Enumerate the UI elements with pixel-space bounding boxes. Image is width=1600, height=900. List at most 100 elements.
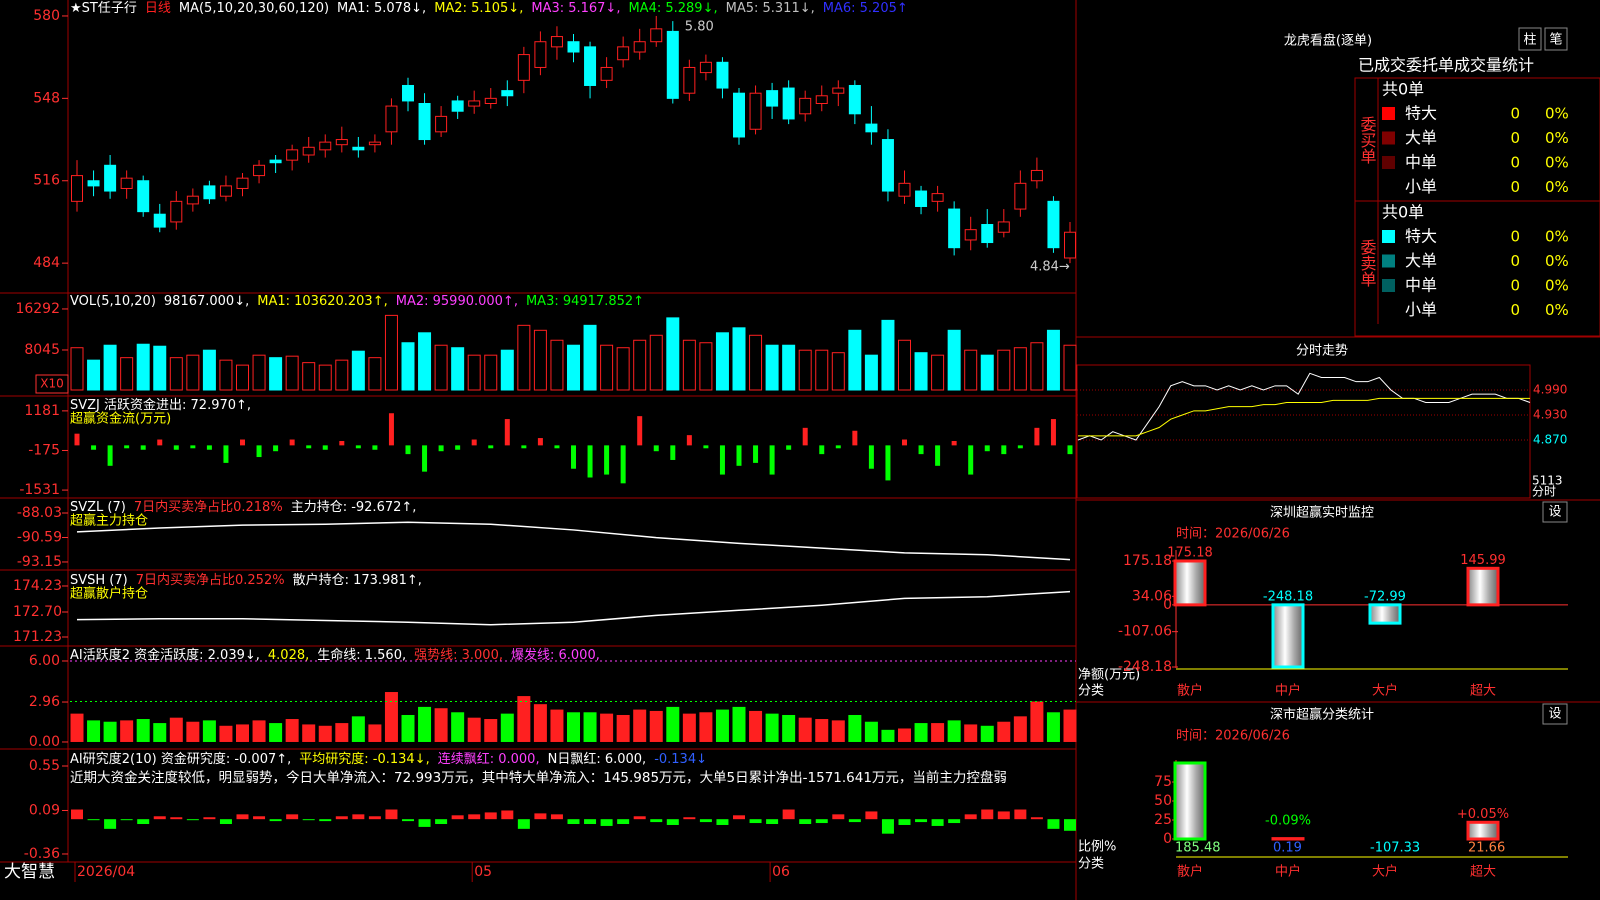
bar [935, 445, 941, 466]
settings-button-label[interactable]: 设 [1548, 505, 1561, 520]
bar [190, 445, 196, 449]
tab-button[interactable] [1518, 27, 1542, 51]
intraday-line [1077, 372, 1531, 441]
volume-bar [285, 355, 299, 391]
header-segment: -0.134↓ [654, 752, 707, 767]
volume-bar [219, 359, 233, 391]
bar [831, 720, 845, 742]
table-frame [1354, 77, 1600, 337]
y-tick-label: 580 [33, 8, 60, 24]
bar [1047, 819, 1060, 829]
bar [517, 696, 531, 742]
bar [769, 445, 775, 475]
volume-bar [533, 329, 547, 391]
candle-body [666, 30, 679, 99]
bar [1013, 716, 1027, 742]
candle-body [170, 200, 183, 223]
header-segment: MA1: 5.078↓, [337, 1, 426, 16]
candle-body [1047, 200, 1060, 249]
x-tick-label: 大户 [1372, 683, 1398, 699]
candle-body [650, 28, 663, 43]
bar [537, 438, 543, 446]
bar [798, 717, 812, 742]
volume-bar [70, 347, 84, 391]
bar [902, 439, 907, 446]
tab-button-label[interactable]: 笔 [1549, 32, 1562, 48]
bar [1173, 559, 1207, 607]
bar [670, 445, 676, 460]
bar [136, 719, 150, 742]
bar [864, 721, 878, 742]
bar [451, 815, 464, 820]
candle-body [501, 90, 514, 97]
volume-bar [136, 343, 150, 391]
candle-body [435, 115, 448, 133]
bar [269, 723, 283, 742]
bar [157, 439, 163, 446]
value-label: -72.99 [1364, 589, 1406, 604]
panel-title: 深市超赢分类统计 [1270, 707, 1374, 723]
bar [318, 725, 332, 742]
panel-header: AI活跃度2 资金活跃度: 2.039↓, 4.028, 生命线: 1.560, 强势… [70, 647, 600, 663]
bar [335, 816, 348, 820]
row-name: 大单 [1405, 251, 1437, 270]
bar [699, 712, 713, 742]
candle-body [219, 185, 232, 197]
candle-body [749, 92, 762, 130]
block-total: 共0单 [1382, 203, 1424, 222]
header-segment: 98167.000↓, [164, 294, 249, 309]
candle-body [153, 213, 166, 228]
candle-body [716, 61, 729, 89]
header-segment: 日线 [145, 1, 171, 16]
row-name: 小单 [1405, 177, 1437, 196]
bar [1173, 761, 1207, 841]
volume-bar [666, 317, 680, 391]
volume-bar [649, 334, 663, 391]
x-tick-label: 超大 [1470, 865, 1496, 880]
volume-bar [782, 344, 796, 391]
bar [468, 814, 481, 820]
tab-button[interactable] [1544, 27, 1568, 51]
bar [653, 445, 659, 452]
volume-bar [980, 354, 994, 391]
header-segment: MA1: 103620.203↑, [257, 294, 388, 309]
candle-body [948, 208, 961, 249]
y-tick-label: 484 [33, 255, 60, 271]
bar [219, 725, 233, 742]
bar [819, 445, 825, 455]
holding-line [76, 521, 1071, 561]
volume-bar [947, 329, 961, 391]
bar [1368, 603, 1402, 625]
intraday-line [1078, 397, 1530, 437]
bar [766, 819, 779, 825]
y-axis-label: 净额(万元) [1078, 668, 1140, 683]
bar [683, 817, 696, 820]
bar [418, 819, 431, 827]
settings-button-label[interactable]: 设 [1548, 707, 1561, 722]
candle-body [71, 175, 83, 202]
bar [1466, 820, 1500, 841]
row-pct: 0% [1545, 154, 1569, 172]
bar [964, 724, 978, 742]
row-swatch [1382, 254, 1395, 268]
volume-bar [898, 339, 911, 391]
bar [1014, 809, 1027, 820]
y-tick-label: -107.06 [1118, 624, 1172, 640]
amount-label: 21.66 [1468, 841, 1505, 856]
settings-button[interactable] [1542, 501, 1568, 523]
header-segment: 平均研究度: -0.134↓, [299, 751, 429, 767]
bar [385, 809, 398, 820]
bar [186, 721, 200, 742]
volume-bar [1046, 329, 1060, 391]
tab-button-label[interactable]: 柱 [1523, 33, 1536, 48]
low-label: 4.84→ [1030, 260, 1070, 275]
x-tick-label: 散户 [1177, 683, 1203, 699]
bar [567, 819, 580, 825]
bar [434, 708, 448, 742]
bar [104, 819, 117, 829]
header-segment: 主力持仓: -92.672↑, [291, 500, 417, 515]
y-tick-label: 0.09 [29, 802, 60, 818]
row-pct: 0% [1545, 105, 1569, 123]
candle-body [799, 97, 812, 115]
settings-button[interactable] [1542, 703, 1568, 725]
